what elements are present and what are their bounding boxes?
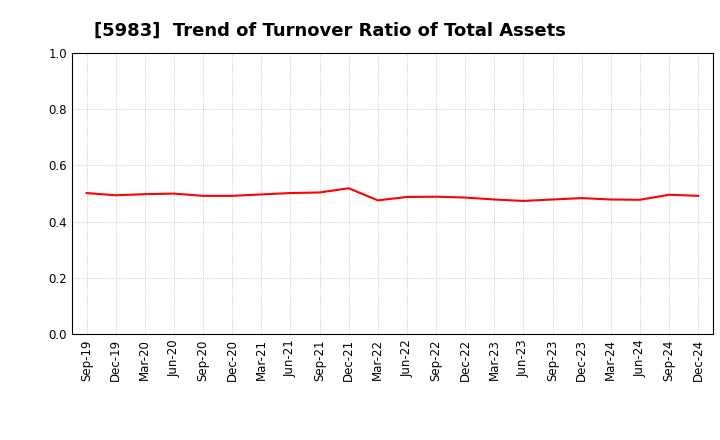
Text: [5983]  Trend of Turnover Ratio of Total Assets: [5983] Trend of Turnover Ratio of Total … (94, 22, 565, 40)
